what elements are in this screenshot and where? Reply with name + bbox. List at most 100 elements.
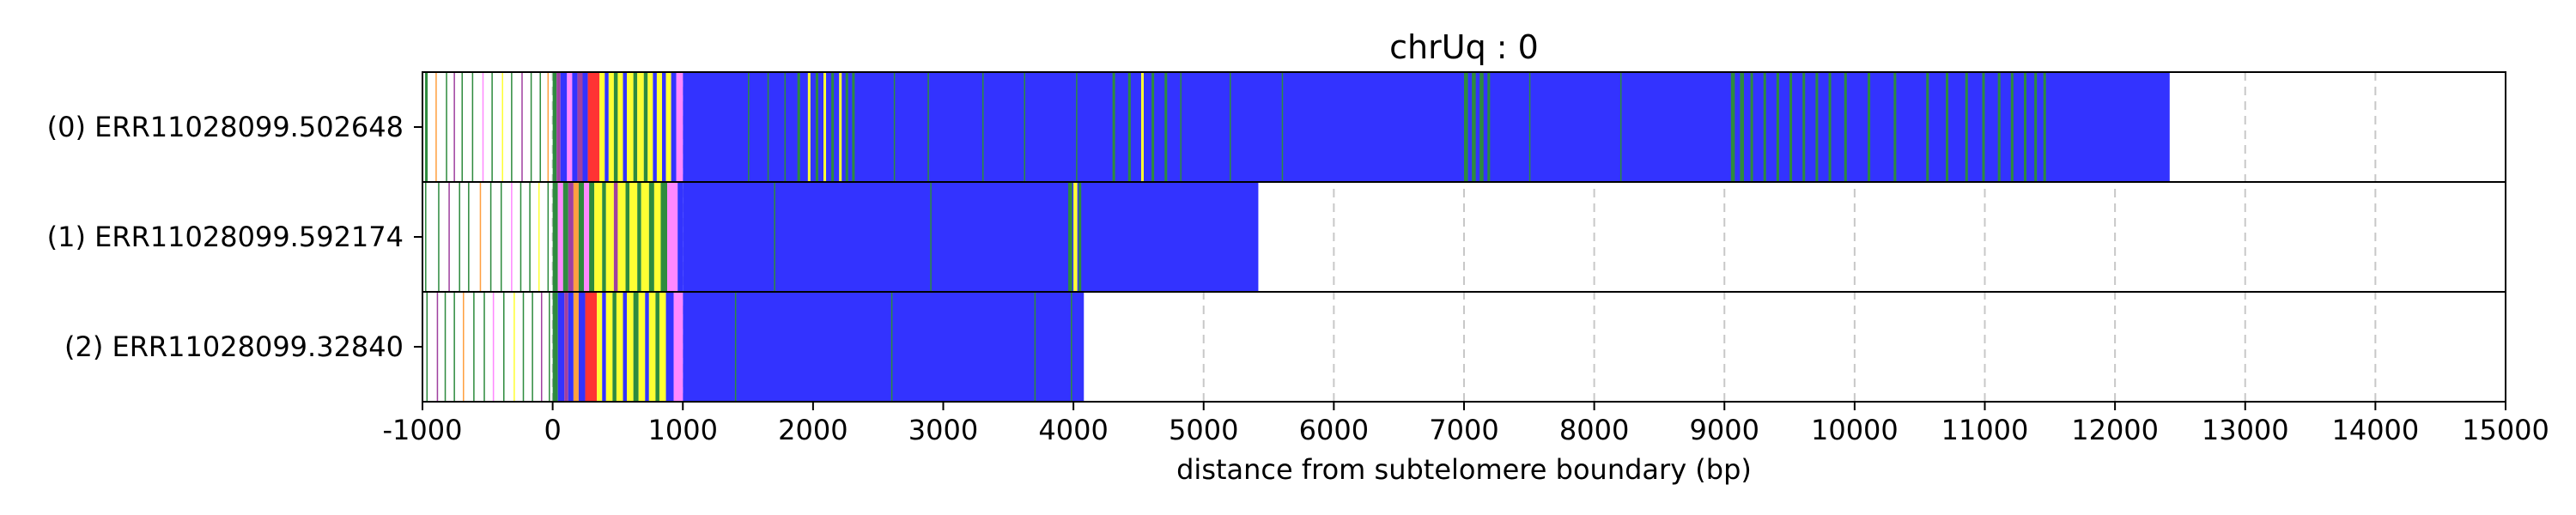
x-axis: -1000 0 1000 2000 3000 4000 5000 6000 7000 8000 90… (383, 402, 2549, 446)
read-segment (492, 292, 495, 402)
read-segment (655, 292, 659, 402)
read-segment (1815, 72, 1819, 182)
read-segment (2043, 72, 2046, 182)
read-segment (479, 182, 482, 292)
read-segment (1763, 72, 1766, 182)
read-segment (617, 72, 623, 182)
read-segment (489, 182, 492, 292)
read-segment (677, 182, 683, 292)
read-segment (633, 72, 638, 182)
repeat-block (683, 72, 2170, 182)
read-segment (1528, 72, 1531, 182)
read-segment (552, 292, 558, 402)
read-segment (815, 72, 818, 182)
read-segment (426, 292, 428, 402)
read-segment (748, 72, 750, 182)
read-segment (1740, 72, 1744, 182)
read-segment (633, 292, 639, 402)
read-segment (629, 182, 638, 292)
read-segment (605, 292, 613, 402)
read-segment (665, 292, 674, 402)
read-segment (521, 72, 523, 182)
read-segment (623, 72, 628, 182)
read-segment (562, 182, 568, 292)
read-segment (1281, 72, 1284, 182)
read-segment (893, 72, 896, 182)
read-segment (1076, 72, 1078, 182)
read-segment (981, 72, 984, 182)
read-segment (461, 72, 464, 182)
read-segment (1140, 72, 1145, 182)
read-segment (613, 72, 618, 182)
read-segment (659, 292, 666, 402)
read-segment (673, 292, 683, 402)
read-segment (625, 182, 630, 292)
read-segment (1024, 72, 1026, 182)
read-segment (648, 292, 656, 402)
read-segment (671, 72, 677, 182)
read-segment (767, 72, 769, 182)
read-segment (627, 292, 634, 402)
read-segment (617, 182, 626, 292)
read-segment (1479, 72, 1484, 182)
read-segment (572, 72, 578, 182)
read-segment (556, 72, 561, 182)
read-segment (608, 72, 614, 182)
read-track (425, 182, 1259, 292)
read-segment (653, 72, 657, 182)
read-segment (589, 182, 595, 292)
read-segment (1926, 72, 1929, 182)
read-segment (605, 182, 614, 292)
read-segment (532, 292, 533, 402)
read-segment (567, 72, 573, 182)
read-segment (647, 72, 653, 182)
read-segment (435, 72, 437, 182)
read-segment (463, 292, 465, 402)
read-segment (599, 72, 605, 182)
read-segment (538, 182, 540, 292)
read-track (426, 292, 1084, 402)
read-segment (623, 292, 628, 402)
read-segment (638, 292, 646, 402)
read-segment (645, 292, 649, 402)
x-tick-label: 12000 (2071, 414, 2159, 446)
x-tick-label: 15000 (2462, 414, 2549, 446)
read-segment (676, 72, 683, 182)
read-segment (468, 182, 470, 292)
read-segment (2010, 72, 2014, 182)
read-segment (653, 182, 661, 292)
x-tick-label: 14000 (2331, 414, 2419, 446)
read-segment (1828, 72, 1832, 182)
repeat-block (683, 292, 1084, 402)
read-segment (500, 182, 502, 292)
x-tick-label: 3000 (908, 414, 978, 446)
read-segment (1078, 182, 1082, 292)
read-segment (436, 292, 439, 402)
read-segment (564, 292, 568, 402)
read-segment (1868, 72, 1871, 182)
x-tick-label: 5000 (1169, 414, 1238, 446)
read-segment (549, 292, 550, 402)
read-segment (459, 182, 460, 292)
read-segment (656, 72, 662, 182)
read-segment (665, 72, 671, 182)
x-tick-label: 2000 (778, 414, 848, 446)
read-segment (1472, 72, 1476, 182)
reads (425, 72, 2170, 402)
read-segment (1997, 72, 2001, 182)
read-segment (602, 292, 606, 402)
x-tick-label: 9000 (1690, 414, 1759, 446)
read-segment (930, 182, 932, 292)
read-segment (594, 182, 603, 292)
read-segment (1946, 72, 1949, 182)
read-segment (660, 182, 668, 292)
x-tick-label: 10000 (1811, 414, 1899, 446)
x-tick-label: 8000 (1559, 414, 1629, 446)
read-segment (453, 292, 455, 402)
read-segment (471, 72, 474, 182)
row-label: (1) ERR11028099.592174 (47, 221, 404, 253)
read-segment (807, 72, 811, 182)
read-segment (511, 182, 513, 292)
x-tick-label: 6000 (1299, 414, 1369, 446)
read-segment (1071, 292, 1072, 402)
